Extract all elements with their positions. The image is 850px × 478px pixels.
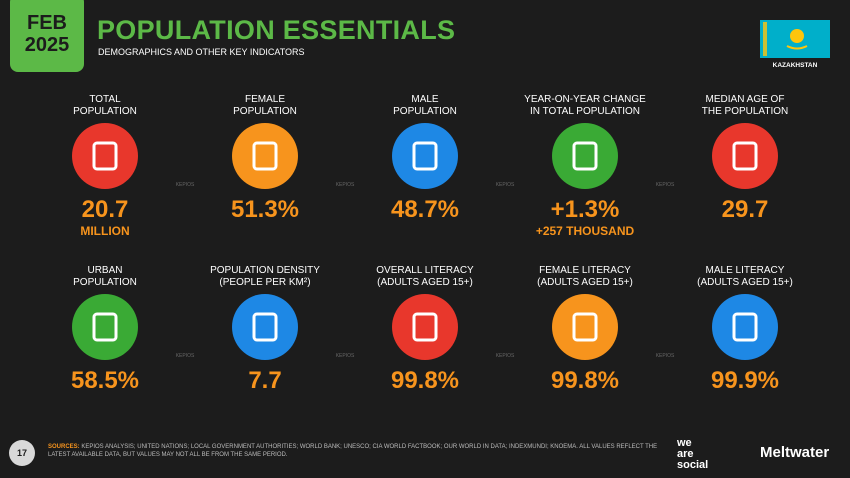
icon-glyph: [572, 312, 598, 342]
date-year: 2025: [24, 34, 70, 56]
indicator-label: (ADULTS AGED 15+): [697, 277, 793, 288]
sources-text: KEPIOS ANALYSIS; UNITED NATIONS; LOCAL G…: [48, 444, 658, 458]
icon-circle: [712, 294, 778, 360]
title: POPULATION ESSENTIALS: [97, 15, 456, 45]
indicator-sub: +257 THOUSAND: [535, 224, 635, 238]
watermark: KEPIOS: [495, 182, 515, 188]
indicator-value: 29.7: [721, 196, 769, 223]
indicator-label: (PEOPLE PER KM²): [219, 277, 311, 288]
icon: [712, 123, 778, 189]
brand-line: we: [677, 437, 692, 449]
watermark: KEPIOS: [335, 182, 355, 188]
icon: [552, 123, 618, 189]
indicator-label: POPULATION: [233, 106, 297, 117]
icon-circle: [552, 123, 618, 189]
date-month: FEB: [27, 12, 67, 34]
icon-glyph: [92, 141, 118, 171]
watermark: KEPIOS: [655, 182, 675, 188]
brand: we are social: [677, 438, 708, 471]
icon: [72, 294, 138, 360]
indicator-label: (ADULTS AGED 15+): [377, 277, 473, 288]
brand-line: social: [677, 459, 709, 471]
indicator: POPULATION DENSITY (PEOPLE PER KM²) 7.7: [185, 265, 345, 395]
indicator: URBAN POPULATION 58.5%: [25, 265, 185, 395]
icon-glyph: [572, 141, 598, 171]
brand-line: are: [677, 448, 694, 460]
indicator: FEMALE LITERACY (ADULTS AGED 15+) 99.8%: [505, 265, 665, 395]
indicator-label: YEAR-ON-YEAR CHANGE: [524, 94, 646, 105]
indicator: FEMALE POPULATION 51.3%: [185, 94, 345, 224]
indicator-sub: MILLION: [80, 224, 130, 238]
icon-circle: [232, 123, 298, 189]
icon-circle: [72, 294, 138, 360]
icon: [72, 123, 138, 189]
flag: [760, 20, 830, 58]
icon-glyph: [92, 312, 118, 342]
indicator-label: TOTAL: [89, 94, 121, 105]
icon-glyph: [252, 141, 278, 171]
icon-circle: [712, 123, 778, 189]
indicator-label: MALE: [411, 94, 439, 105]
indicator-value: 99.8%: [550, 367, 620, 394]
indicator: MEDIAN AGE OF THE POPULATION 29.7: [665, 94, 825, 224]
icon-circle: [552, 294, 618, 360]
indicator-label: FEMALE: [244, 94, 285, 105]
indicator-label: FEMALE LITERACY: [539, 265, 631, 276]
icon-circle: [232, 294, 298, 360]
page-number: 17: [9, 440, 35, 466]
indicator: OVERALL LITERACY (ADULTS AGED 15+) 99.8%: [345, 265, 505, 395]
indicator-value: 7.7: [248, 367, 282, 394]
watermark: KEPIOS: [655, 353, 675, 359]
indicator-label: IN TOTAL POPULATION: [529, 106, 641, 117]
watermark: KEPIOS: [335, 353, 355, 359]
icon: [232, 294, 298, 360]
indicator-label: OVERALL LITERACY: [376, 265, 474, 276]
partner: Meltwater: [760, 444, 830, 461]
indicator-label: POPULATION: [73, 106, 137, 117]
indicator-value: 48.7%: [390, 196, 460, 223]
icon: [392, 294, 458, 360]
subtitle: DEMOGRAPHICS AND OTHER KEY INDICATORS: [98, 47, 305, 57]
indicator: MALE POPULATION 48.7%: [345, 94, 505, 224]
indicator-label: POPULATION: [393, 106, 457, 117]
watermark: KEPIOS: [495, 353, 515, 359]
icon: [712, 294, 778, 360]
indicator: MALE LITERACY (ADULTS AGED 15+) 99.9%: [665, 265, 825, 395]
icon-glyph: [732, 312, 758, 342]
indicator-label: (ADULTS AGED 15+): [537, 277, 633, 288]
icon: [552, 294, 618, 360]
country-label: KAZAKHSTAN: [772, 62, 818, 69]
indicator-label: POPULATION: [73, 277, 137, 288]
icon: [392, 123, 458, 189]
icon-glyph: [412, 312, 438, 342]
icon-circle: [392, 123, 458, 189]
indicator-value: 51.3%: [230, 196, 300, 223]
icon-circle: [72, 123, 138, 189]
icon-glyph: [732, 141, 758, 171]
indicator-value: 99.9%: [710, 367, 780, 394]
indicator-value: 20.7: [81, 196, 129, 223]
indicator-label: POPULATION DENSITY: [210, 265, 320, 276]
indicator-label: MEDIAN AGE OF: [705, 94, 785, 105]
icon-circle: [392, 294, 458, 360]
icon-glyph: [252, 312, 278, 342]
watermark: KEPIOS: [175, 182, 195, 188]
watermark: KEPIOS: [175, 353, 195, 359]
sources-label: SOURCES:: [48, 444, 80, 450]
indicator: TOTAL POPULATION 20.7 MILLION: [25, 94, 185, 238]
date-box: FEB 2025: [10, 0, 84, 72]
indicator-value: 99.8%: [390, 367, 460, 394]
indicator-value: +1.3%: [550, 196, 620, 223]
indicator-label: URBAN: [87, 265, 123, 276]
icon: [232, 123, 298, 189]
sources: SOURCES: KEPIOS ANALYSIS; UNITED NATIONS…: [48, 443, 668, 459]
icon-glyph: [412, 141, 438, 171]
indicator: YEAR-ON-YEAR CHANGE IN TOTAL POPULATION +1…: [505, 94, 665, 238]
indicator-label: THE POPULATION: [701, 106, 789, 117]
indicator-label: MALE LITERACY: [705, 265, 785, 276]
indicator-value: 58.5%: [70, 367, 140, 394]
